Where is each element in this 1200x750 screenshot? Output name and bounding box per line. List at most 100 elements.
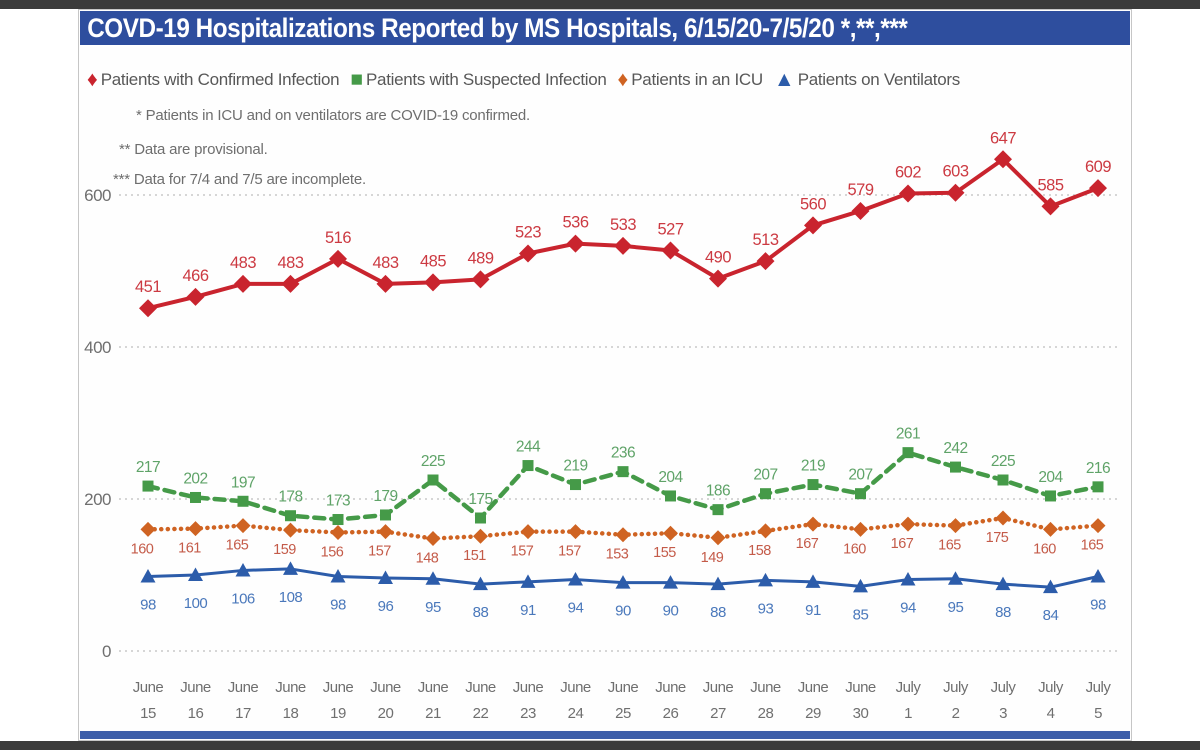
data-marker-diamond <box>329 249 347 268</box>
legend-diamond-icon: ♦ <box>617 68 629 91</box>
data-marker-diamond <box>471 270 490 289</box>
data-point-label: 186 <box>706 483 730 500</box>
data-point-label: 202 <box>183 470 207 487</box>
legend-item: ■ Patients with Suspected Infection <box>350 69 607 90</box>
chart-title-bar: COVD-19 Hospitalizations Reported by MS … <box>80 11 1130 47</box>
data-point-label: 167 <box>796 536 819 552</box>
legend-triangle-icon: ▲ <box>773 68 795 91</box>
data-point-label: 90 <box>615 603 631 620</box>
data-marker-diamond <box>853 521 868 537</box>
data-marker-triangle <box>235 562 251 577</box>
data-point-label: 98 <box>1090 597 1106 614</box>
data-point-label: 165 <box>226 538 249 554</box>
y-axis-tick-label: 200 <box>84 490 111 509</box>
data-point-label: 204 <box>1038 469 1063 486</box>
data-point-label: 603 <box>942 163 968 181</box>
data-point-label: 93 <box>758 600 774 617</box>
x-axis-day-label: 29 <box>805 705 821 722</box>
x-axis-day-label: 5 <box>1094 705 1102 722</box>
data-point-label: 85 <box>853 606 869 623</box>
data-marker-diamond <box>283 522 298 538</box>
data-point-label: 160 <box>131 541 154 557</box>
x-axis-month-label: July <box>1086 679 1112 696</box>
x-axis-month-label: June <box>228 679 259 696</box>
data-marker-diamond <box>188 521 203 537</box>
data-point-label: 204 <box>658 469 683 486</box>
data-point-label: 106 <box>231 590 255 607</box>
data-marker-diamond <box>900 516 916 532</box>
x-axis-day-label: 19 <box>330 705 346 722</box>
x-axis-day-label: 22 <box>473 705 489 722</box>
y-axis-tick-label: 400 <box>84 338 111 357</box>
data-marker-diamond <box>709 269 727 288</box>
data-marker-triangle <box>330 569 346 583</box>
data-point-label: 178 <box>278 489 302 506</box>
data-marker-diamond <box>1043 521 1058 537</box>
data-marker-square <box>712 504 724 516</box>
top-border-bar <box>0 0 1200 9</box>
data-marker-triangle <box>520 574 536 588</box>
data-point-label: 489 <box>467 249 493 267</box>
data-point-label: 483 <box>277 254 303 272</box>
data-point-label: 173 <box>326 493 350 510</box>
data-point-label: 155 <box>653 545 676 561</box>
legend-item: ♦ Patients with Confirmed Infection <box>87 69 340 90</box>
y-axis-tick-label: 600 <box>84 186 111 205</box>
legend-item: ▲ Patients on Ventilators <box>773 68 961 91</box>
x-axis-month-label: June <box>655 679 686 696</box>
footnote-provisional: ** Data are provisional. <box>119 141 268 158</box>
bottom-border-bar <box>0 741 1200 750</box>
data-point-label: 96 <box>378 598 394 615</box>
data-marker-triangle <box>805 574 821 588</box>
data-marker-diamond <box>281 274 300 293</box>
x-axis-month-label: June <box>798 679 829 696</box>
x-axis-month-label: June <box>180 679 211 696</box>
data-point-label: 216 <box>1086 460 1110 477</box>
data-marker-square <box>190 491 201 503</box>
data-marker-diamond <box>235 518 251 534</box>
data-marker-square <box>665 490 676 502</box>
data-point-label: 88 <box>995 604 1011 621</box>
data-marker-triangle <box>948 571 963 585</box>
data-marker-square <box>285 510 296 522</box>
data-marker-triangle <box>615 575 631 589</box>
x-axis-month-label: June <box>560 679 591 696</box>
data-point-label: 175 <box>468 491 492 508</box>
data-marker-diamond <box>758 523 773 539</box>
x-axis-day-label: 16 <box>188 705 204 722</box>
x-axis-month-label: June <box>750 679 781 696</box>
data-point-label: 261 <box>896 426 920 443</box>
data-marker-diamond <box>661 241 680 260</box>
chart-panel: 0 200 400 600 June 15 June 16 June 17 June 18 June 19… <box>78 9 1132 741</box>
x-axis-month-label: June <box>703 679 734 696</box>
data-point-label: 490 <box>705 249 731 267</box>
data-marker-square <box>617 466 629 478</box>
data-point-label: 108 <box>279 589 303 606</box>
data-marker-triangle <box>663 575 678 589</box>
data-point-label: 451 <box>135 278 161 296</box>
data-point-label: 513 <box>752 231 778 249</box>
data-marker-diamond <box>805 516 821 532</box>
data-marker-square <box>807 479 819 491</box>
x-axis-day-label: 25 <box>615 705 631 722</box>
legend-label: Patients on Ventilators <box>797 70 961 89</box>
data-marker-square <box>1092 481 1104 493</box>
data-marker-square <box>332 514 344 526</box>
data-marker-triangle <box>473 576 488 591</box>
data-marker-diamond <box>710 530 726 546</box>
data-point-label: 647 <box>990 129 1016 147</box>
data-marker-diamond <box>614 236 632 255</box>
data-point-label: 609 <box>1085 158 1111 176</box>
data-point-label: 527 <box>657 220 683 238</box>
x-axis-day-label: 28 <box>758 705 774 722</box>
data-marker-triangle <box>710 576 726 591</box>
data-point-label: 98 <box>140 597 156 614</box>
data-point-label: 157 <box>368 544 391 560</box>
data-point-label: 483 <box>372 254 398 272</box>
data-marker-triangle <box>283 561 298 575</box>
x-axis-day-label: 27 <box>710 705 726 722</box>
data-point-label: 242 <box>943 440 967 457</box>
x-axis-day-label: 1 <box>904 705 912 722</box>
data-marker-diamond <box>568 524 583 540</box>
legend-label: Patients with Suspected Infection <box>366 70 607 89</box>
